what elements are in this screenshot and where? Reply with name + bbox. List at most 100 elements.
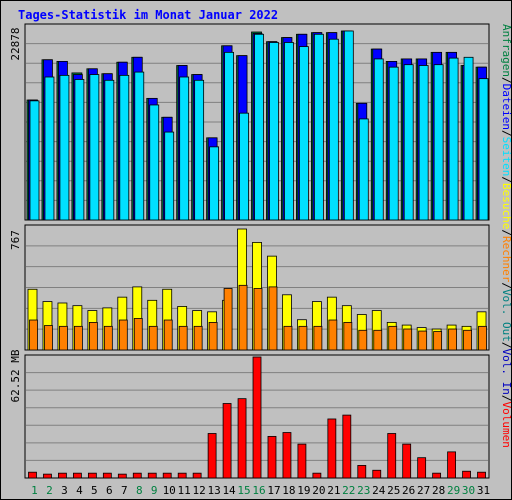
- bar-volumen: [73, 472, 82, 479]
- bar-seiten: [358, 118, 369, 221]
- bar-rechner: [373, 329, 383, 351]
- day-label: 11: [178, 484, 191, 497]
- bar-volumen: [162, 472, 172, 479]
- bar-seiten: [164, 131, 175, 221]
- bar-seiten: [254, 33, 264, 221]
- day-label: 26: [402, 484, 415, 497]
- legend-entry: Volumen: [500, 402, 512, 448]
- day-label: 18: [282, 484, 295, 497]
- bar-rechner: [403, 328, 413, 351]
- day-label: 6: [106, 484, 113, 497]
- legend-entry: /: [500, 77, 512, 84]
- day-label: 10: [163, 484, 176, 497]
- bar-rechner: [238, 284, 248, 351]
- day-label: 21: [327, 484, 340, 497]
- bar-rechner: [163, 319, 173, 351]
- bar-seiten: [269, 42, 279, 221]
- bar-rechner: [118, 319, 128, 351]
- legend-entry: Vol. In: [500, 349, 512, 395]
- bar-volumen: [117, 473, 127, 479]
- bar-volumen: [28, 471, 37, 479]
- day-label: 8: [136, 484, 143, 497]
- bar-volumen: [342, 414, 352, 479]
- day-label: 14: [222, 484, 236, 497]
- day-label: 3: [61, 484, 68, 497]
- bar-seiten: [463, 56, 474, 221]
- bar-seiten: [239, 112, 249, 221]
- legend-entry: /: [500, 229, 512, 236]
- bar-volumen: [58, 472, 67, 479]
- bar-seiten: [373, 58, 384, 221]
- bar-seiten: [209, 146, 220, 221]
- bar-seiten: [89, 74, 100, 221]
- bar-rechner: [418, 330, 428, 351]
- bar-seiten: [284, 42, 294, 221]
- legend-entry: Dateien: [500, 84, 512, 130]
- legend-entry: /: [500, 282, 512, 289]
- bar-rechner: [59, 325, 68, 351]
- day-label: 25: [387, 484, 400, 497]
- day-label: 29: [447, 484, 460, 497]
- day-label: 9: [151, 484, 158, 497]
- bar-volumen: [327, 418, 337, 479]
- bar-volumen: [372, 469, 382, 479]
- bar-volumen: [357, 465, 367, 479]
- bar-volumen: [237, 398, 247, 479]
- day-label: 16: [252, 484, 265, 497]
- bar-seiten: [299, 46, 309, 221]
- bar-volumen: [87, 472, 97, 479]
- bar-rechner: [463, 329, 472, 351]
- bar-rechner: [208, 321, 218, 351]
- bar-volumen: [222, 403, 232, 479]
- bar-seiten: [313, 33, 324, 221]
- day-label: 30: [462, 484, 475, 497]
- legend-entry: /: [500, 395, 512, 402]
- bar-seiten: [179, 76, 190, 221]
- day-label: 23: [357, 484, 370, 497]
- bar-rechner: [343, 321, 353, 351]
- series-legend: Anfragen/Dateien/Seiten/Besuche/Rechner/…: [500, 24, 512, 448]
- day-label: 31: [477, 484, 490, 497]
- legend-entry: /: [500, 342, 512, 349]
- bar-volumen: [252, 356, 262, 479]
- bar-rechner: [193, 325, 203, 351]
- bar-rechner: [74, 325, 83, 351]
- bar-volumen: [432, 472, 442, 479]
- bar-rechner: [223, 288, 233, 351]
- day-label: 22: [342, 484, 355, 497]
- bar-seiten: [478, 78, 489, 221]
- bar-rechner: [283, 325, 293, 351]
- bar-volumen: [402, 443, 412, 479]
- day-label: 20: [312, 484, 325, 497]
- bar-seiten: [29, 100, 40, 221]
- legend-entry: Vol. Out: [500, 289, 512, 342]
- bar-seiten: [194, 79, 205, 221]
- day-label: 5: [91, 484, 98, 497]
- bar-volumen: [297, 443, 307, 479]
- bar-rechner: [313, 325, 323, 351]
- legend-entry: /: [500, 130, 512, 137]
- bar-volumen: [102, 472, 112, 479]
- bar-seiten: [418, 65, 429, 221]
- bar-volumen: [447, 451, 456, 479]
- bar-rechner: [88, 321, 98, 351]
- day-label: 24: [372, 484, 386, 497]
- bar-volumen: [192, 472, 202, 479]
- bar-volumen: [267, 435, 277, 479]
- bar-rechner: [388, 325, 398, 351]
- legend-entry: Anfragen: [500, 24, 512, 77]
- bar-seiten: [44, 76, 55, 221]
- y-axis-max-label: 22878: [9, 27, 22, 60]
- bar-rechner: [478, 325, 487, 351]
- bar-seiten: [59, 74, 70, 221]
- bar-rechner: [44, 325, 53, 351]
- bar-rechner: [253, 288, 263, 351]
- legend-entry: Seiten: [500, 137, 512, 177]
- bar-volumen: [477, 471, 486, 479]
- day-label: 28: [432, 484, 445, 497]
- legend-entry: Rechner: [500, 236, 512, 283]
- y-axis-max-label: 767: [9, 230, 22, 250]
- bar-rechner: [29, 319, 38, 351]
- bar-seiten: [433, 64, 444, 221]
